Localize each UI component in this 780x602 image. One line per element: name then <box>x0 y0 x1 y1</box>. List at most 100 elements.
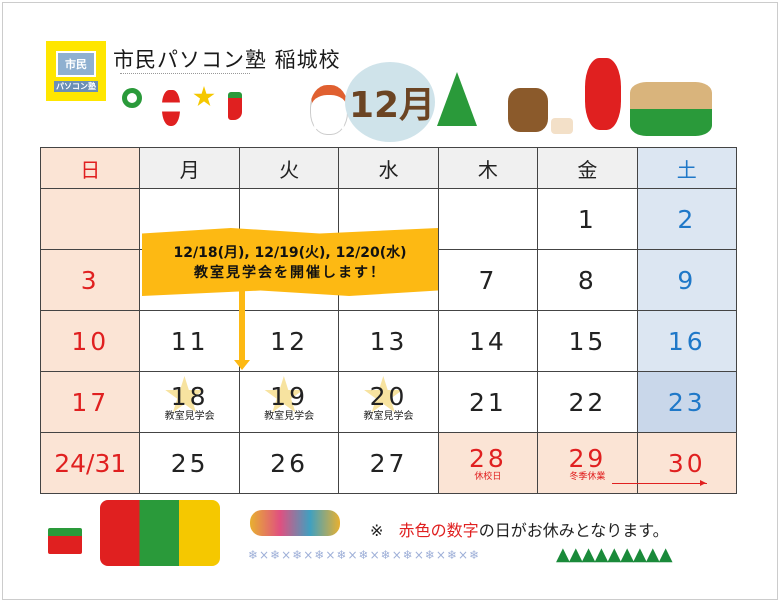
day-number: 13 <box>369 326 408 356</box>
note-text: の日がお休みとなります。 <box>478 521 669 540</box>
day-cell: 27 <box>338 432 439 494</box>
day-note: 休校日 <box>474 472 502 482</box>
santa-icon <box>585 58 621 130</box>
day-cell: 30 <box>636 432 738 494</box>
day-cell: 21 <box>437 371 539 433</box>
day-number: 10 <box>71 326 110 356</box>
day-cell: 26 <box>238 432 340 494</box>
banner-dates: 12/18(月), 12/19(火), 12/20(水) <box>173 245 407 261</box>
day-number: 23 <box>667 387 706 417</box>
note-red-text: 赤色の数字 <box>398 521 479 540</box>
ornament-line <box>120 73 250 74</box>
day-cell: 20 教室見学会 <box>338 371 439 433</box>
day-cell: 16 <box>636 310 738 372</box>
weekday-header: 土 <box>636 147 738 189</box>
day-number: 14 <box>469 326 507 356</box>
weekday-header: 木 <box>437 147 539 189</box>
day-number: 7 <box>478 265 498 295</box>
day-number: 29 <box>568 444 607 473</box>
stocking-icon <box>228 92 242 120</box>
day-cell: 19 教室見学会 <box>238 371 340 433</box>
day-number: 1 <box>577 204 597 234</box>
day-cell: 28 休校日 <box>437 432 539 494</box>
day-number: 18 <box>170 382 209 411</box>
day-number: 22 <box>568 387 607 417</box>
day-number: 3 <box>80 265 100 295</box>
snowman-santa-icon <box>162 90 180 126</box>
day-cell: 15 <box>537 310 638 372</box>
day-note: 教室見学会 <box>363 411 414 422</box>
event-banner: 12/18(月), 12/19(火), 12/20(水) 教室見学会を開催します… <box>142 228 438 296</box>
day-cell: 13 <box>338 310 439 372</box>
day-cell: 22 <box>537 371 638 433</box>
day-number: 30 <box>667 448 706 478</box>
day-note: 教室見学会 <box>264 411 315 422</box>
school-title: 市民パソコン塾 稲城校 <box>113 48 341 72</box>
day-number: 16 <box>667 326 706 356</box>
day-number: 2 <box>677 204 697 234</box>
day-cell: 14 <box>437 310 539 372</box>
day-cell: 8 <box>537 249 638 311</box>
wreath-icon <box>122 88 142 108</box>
day-cell: 24/31 <box>39 432 141 494</box>
banner-message: 教室見学会を開催します！ <box>194 265 386 281</box>
day-number: 9 <box>677 265 697 295</box>
weekday-header: 月 <box>139 147 240 189</box>
day-number: 20 <box>369 382 408 411</box>
weekday-header: 水 <box>338 147 439 189</box>
day-cell <box>39 188 141 250</box>
month-label: 12月 <box>349 85 436 126</box>
logo: 市民 パソコン塾 <box>46 41 106 101</box>
week-row: 10 11 12 13 14 15 16 <box>39 310 738 372</box>
week-row: 24/31 25 26 27 28 休校日 29 冬季休業 30 <box>39 432 738 494</box>
logo-text: 市民 <box>56 50 96 77</box>
banner-arrow <box>234 290 250 370</box>
day-cell: 3 <box>39 249 141 311</box>
day-number: 15 <box>568 326 607 356</box>
day-note: 教室見学会 <box>164 411 215 422</box>
day-cell: 23 <box>636 371 738 433</box>
day-cell: 10 <box>39 310 141 372</box>
day-number: 27 <box>369 448 408 478</box>
day-number: 8 <box>577 265 597 295</box>
holiday-note: ※ 赤色の数字の日がお休みとなります。 <box>370 517 669 541</box>
day-cell: 18 教室見学会 <box>139 371 240 433</box>
day-number: 12 <box>270 326 308 356</box>
snowman-icon <box>310 85 348 135</box>
day-cell: 7 <box>437 249 539 311</box>
reindeer-icon <box>508 88 548 132</box>
day-number: 11 <box>170 326 209 356</box>
day-number: 19 <box>270 382 308 411</box>
day-number: 24/31 <box>54 448 127 478</box>
weekday-header: 火 <box>238 147 340 189</box>
day-number: 25 <box>170 448 209 478</box>
month-badge: 12月 <box>345 62 435 142</box>
train-icon <box>100 500 220 566</box>
ornament-balls-icon <box>250 510 340 536</box>
weekday-header: 金 <box>537 147 638 189</box>
logo-sub: パソコン塾 <box>54 80 98 92</box>
tree-border: ▲▲▲▲▲▲▲▲▲ <box>556 544 673 565</box>
gift-icon <box>48 528 82 554</box>
day-cell: 1 <box>537 188 638 250</box>
snowflake-border: ❄×❄×❄×❄×❄×❄×❄×❄×❄×❄×❄ <box>248 548 481 562</box>
day-cell: 12 <box>238 310 340 372</box>
day-number: 26 <box>270 448 308 478</box>
day-cell: 9 <box>636 249 738 311</box>
cake-icon <box>551 118 573 134</box>
calendar-grid: 日 月 火 水 木 金 土 1 2 3 7 8 9 10 11 12 13 14 15 16 17 18 教室… <box>39 147 738 494</box>
note-mark: ※ <box>370 521 384 540</box>
day-cell: 11 <box>139 310 240 372</box>
day-cell: 17 <box>39 371 141 433</box>
day-number: 17 <box>71 387 110 417</box>
day-cell: 2 <box>636 188 738 250</box>
week-row: 17 18 教室見学会 19 教室見学会 20 教室見学会 21 22 23 <box>39 371 738 433</box>
day-number: 28 <box>469 444 507 473</box>
day-cell: 29 冬季休業 <box>537 432 638 494</box>
day-note: 冬季休業 <box>569 472 606 482</box>
day-cell <box>437 188 539 250</box>
day-cell: 25 <box>139 432 240 494</box>
day-number: 21 <box>469 387 507 417</box>
weekday-header: 日 <box>39 147 141 189</box>
